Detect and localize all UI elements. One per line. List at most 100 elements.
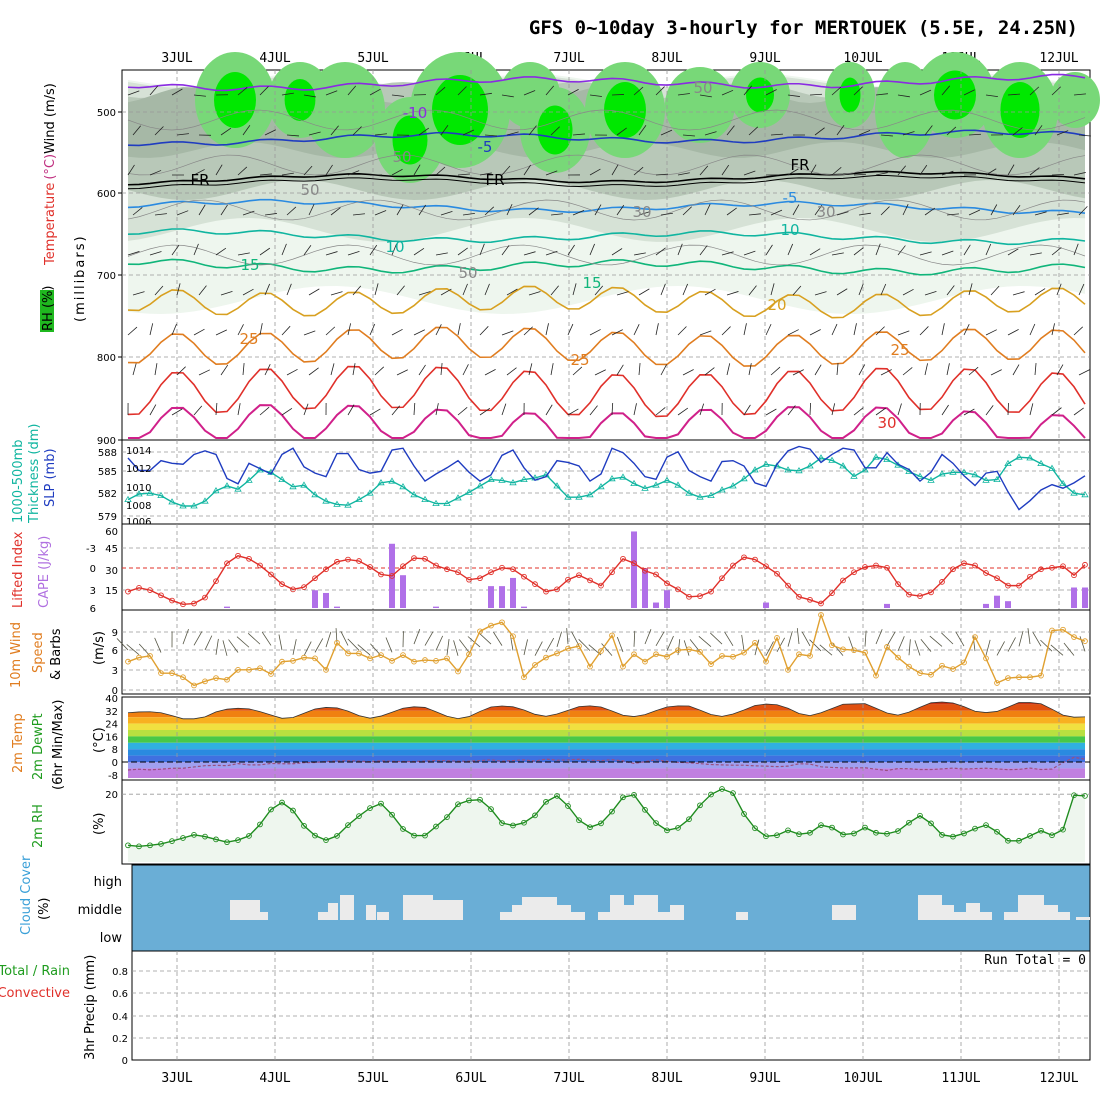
cloud-block [512,905,522,920]
thickness-point [641,484,649,491]
wind-barb [242,210,255,216]
wind-barb [352,213,365,216]
wind-barb [281,92,294,96]
wind10m-point [840,646,846,653]
lifted-index-point [224,560,230,567]
wind-barb [220,204,228,216]
wind-barb [1029,403,1034,416]
wind10m-barb [467,636,481,648]
wind10m-point [224,676,230,683]
rh2m-point [510,822,516,829]
wind-barb [171,244,180,256]
cape-tick: 15 [105,586,118,597]
rh2m-point [521,819,527,826]
wind10m-barb [222,640,228,656]
thickness-point [124,495,132,502]
isotherm-line [127,365,1086,418]
wind-barb [391,328,403,336]
contour-label: 25 [570,351,589,369]
lifted-index-point [642,567,648,574]
thickness-point [883,455,891,462]
wind10m-point [279,658,285,665]
wind-barb [567,408,579,416]
wind-barb [1029,252,1042,256]
wind-barb [875,407,886,416]
thickness-point [223,482,231,489]
wind10m-point [587,663,593,670]
wind-barb [814,127,825,136]
wind10m-barb [1040,639,1053,652]
wind10m-barb [633,630,636,647]
rh-blob-green [284,79,316,121]
wind10m-barb [765,641,774,656]
rh2m-point [884,830,890,837]
wind10m-point [807,653,813,659]
cape-bar [763,602,769,608]
lifted-index-line [127,555,1086,605]
wind-barb [132,291,145,296]
wind-barb [347,251,360,256]
lifted-index-point [532,581,538,587]
wind-barb [770,133,783,136]
contour-label: 20 [767,296,786,314]
wind-barb [1012,205,1021,216]
rh2m-point [1016,837,1022,844]
wind-barb [550,126,560,136]
wind-barb [479,407,491,416]
wind10m-barb [116,638,129,651]
wind10m-point [466,651,472,658]
rh2m-panel: 20 2m RH (%) [31,779,1091,865]
precip-tick: 0.6 [112,989,128,1000]
contour-label: 50 [392,148,411,166]
lifted-index-point [1027,573,1033,580]
wind-barb [286,134,299,137]
thickness-point [916,472,924,479]
lifted-index-point [873,562,879,569]
wind-barb [127,164,135,176]
contour-label: 25 [239,330,258,348]
wind-barb [880,283,887,296]
thickness-point [674,481,682,488]
thickness-point [333,500,341,507]
lifted-index-point [389,573,395,579]
wind-barb [242,363,245,376]
wind10m-point [664,653,670,660]
wind10m-barb [741,634,745,651]
wind-barb [369,408,381,416]
wind-barb [726,207,737,216]
wind-barb [171,408,183,416]
wind10m-barb [556,631,562,648]
wind10m-barb [534,641,543,656]
rh2m-point [301,822,307,829]
wind-barb [259,406,270,416]
wind10m-point [290,657,296,664]
rh2m-point [873,829,879,836]
wind-barb [154,285,164,296]
wind10m-point [1049,627,1055,634]
rh2m-point [620,794,626,801]
wind-barb [985,94,998,98]
wind-barb [440,210,453,216]
wind-barb [985,243,992,256]
contour-label: -5 [478,138,493,156]
wind10m-barb [292,639,297,655]
lifted-index-point [686,593,692,600]
wind10m-barb [666,635,674,651]
rh-tick: 20 [105,790,118,801]
thickness-point [201,497,209,504]
upper-air-panel: -10 -5 FR FR FR -5 10 10 15 15 20 25 25 25 30 50 50 30 30 5… [40,52,1100,447]
wind10m-barb [655,631,665,646]
wind10m-barb [424,631,434,646]
wind-barb [611,94,625,96]
thickness-point [685,489,693,496]
wind10m-barb [478,632,492,645]
thickness-point [828,456,836,463]
wind-barb [814,364,822,376]
lifted-index-point [202,594,208,601]
wind-barb [616,127,627,136]
lifted-index-point [675,586,681,593]
wind10m-point [928,671,934,678]
wind-barb [567,88,579,96]
rh2m-point [829,824,835,831]
temp-band [128,768,1085,778]
